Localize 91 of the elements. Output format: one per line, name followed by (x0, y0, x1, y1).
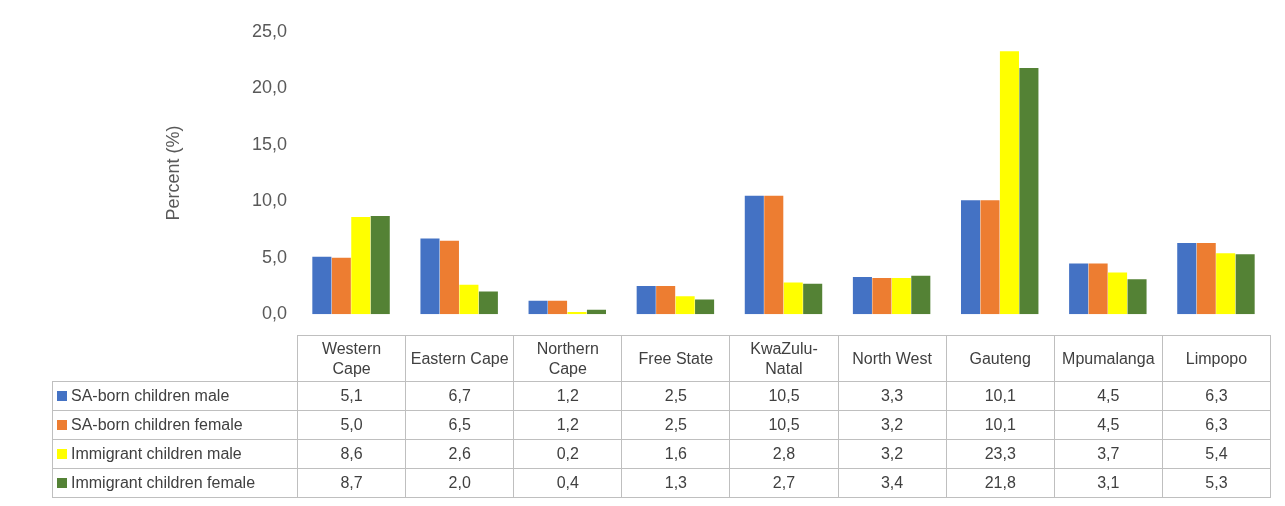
data-label: 6,3 (1162, 410, 1271, 440)
bar (852, 276, 872, 315)
bar (999, 51, 1019, 315)
x-tick-label: Eastern Cape (405, 335, 514, 382)
bar (891, 278, 911, 315)
bar (1108, 272, 1128, 315)
data-label: 3,2 (838, 410, 947, 440)
y-tick-label: 0,0 (261, 303, 287, 324)
bar (656, 285, 676, 315)
data-label: 2,0 (405, 468, 514, 498)
bar (1069, 263, 1089, 315)
bar (980, 200, 1000, 315)
bar (370, 215, 390, 315)
legend-label: Immigrant children female (71, 474, 256, 491)
bar (961, 200, 981, 315)
data-label: 3,3 (838, 381, 947, 411)
bar (528, 300, 548, 315)
data-label: 4,5 (1054, 410, 1163, 440)
legend-label: SA-born children male (71, 387, 230, 404)
bar (1127, 279, 1147, 315)
data-label: 0,2 (513, 439, 622, 469)
data-label: 1,2 (513, 381, 622, 411)
x-tick-label: Limpopo (1162, 335, 1271, 382)
data-label: 10,1 (946, 381, 1055, 411)
y-tick-label: 20,0 (251, 77, 287, 98)
bar (1177, 243, 1197, 315)
y-tick-label: 10,0 (251, 190, 287, 211)
bar (439, 240, 459, 315)
data-label: 2,8 (729, 439, 839, 469)
bar (567, 311, 587, 315)
data-label: 5,1 (297, 381, 406, 411)
data-label: 10,5 (729, 410, 839, 440)
x-tick-label: Free State (621, 335, 730, 382)
data-label: 8,6 (297, 439, 406, 469)
x-tick-label: Western Cape (297, 335, 406, 382)
data-label: 6,3 (1162, 381, 1271, 411)
y-tick-label: 25,0 (251, 20, 287, 41)
bar (478, 291, 498, 315)
data-label: 3,2 (838, 439, 947, 469)
bar (331, 257, 351, 315)
data-label: 5,3 (1162, 468, 1271, 498)
x-tick-label: KwaZulu-Natal (729, 335, 839, 382)
bar (1196, 243, 1216, 315)
data-label: 6,5 (405, 410, 514, 440)
legend-label: SA-born children female (71, 416, 243, 433)
data-label: 0,4 (513, 468, 622, 498)
bar (911, 275, 931, 315)
data-label: 1,6 (621, 439, 730, 469)
bar (872, 278, 892, 315)
data-label: 3,4 (838, 468, 947, 498)
bar (459, 284, 479, 315)
data-label: 10,1 (946, 410, 1055, 440)
data-label: 1,3 (621, 468, 730, 498)
bar (744, 195, 764, 315)
bar (351, 217, 371, 315)
bar (764, 195, 784, 315)
data-label: 6,7 (405, 381, 514, 411)
bar (1216, 253, 1236, 315)
data-label: 5,4 (1162, 439, 1271, 469)
data-label: 2,5 (621, 381, 730, 411)
x-tick-label: Gauteng (946, 335, 1055, 382)
data-label: 4,5 (1054, 381, 1163, 411)
bar (695, 299, 715, 315)
data-label: 21,8 (946, 468, 1055, 498)
data-label: 2,6 (405, 439, 514, 469)
bar (1088, 263, 1108, 315)
data-label: 1,2 (513, 410, 622, 440)
y-tick-label: 5,0 (261, 246, 287, 267)
x-tick-label: North West (838, 335, 947, 382)
x-tick-label: Mpumalanga (1054, 335, 1163, 382)
bar (1019, 68, 1039, 315)
y-tick-label: 15,0 (251, 133, 287, 154)
data-label: 3,7 (1054, 439, 1163, 469)
bar (548, 300, 568, 315)
bar (312, 256, 332, 315)
data-label: 10,5 (729, 381, 839, 411)
data-label: 8,7 (297, 468, 406, 498)
bar (1235, 254, 1255, 315)
legend-label: Immigrant children male (71, 445, 242, 462)
data-label: 23,3 (946, 439, 1055, 469)
bar (675, 296, 695, 315)
data-label: 2,5 (621, 410, 730, 440)
y-axis-title: Percent (%) (162, 125, 183, 221)
data-label: 2,7 (729, 468, 839, 498)
x-tick-label: Northern Cape (513, 335, 622, 382)
bar (783, 282, 803, 315)
data-label: 3,1 (1054, 468, 1163, 498)
bar (803, 283, 823, 315)
bar (636, 285, 656, 315)
bar (420, 238, 440, 315)
data-label: 5,0 (297, 410, 406, 440)
